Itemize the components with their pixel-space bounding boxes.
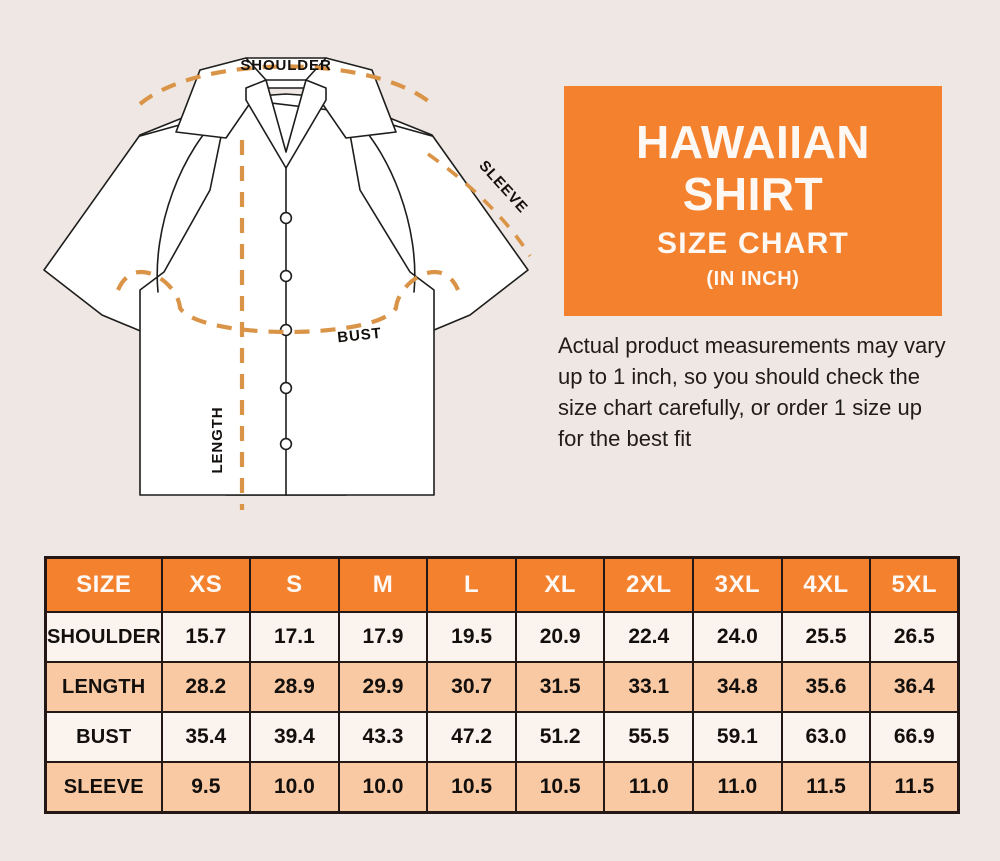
table-row: BUST 35.4 39.4 43.3 47.2 51.2 55.5 59.1 63.0 66.9 (44, 711, 960, 763)
title-line-hawaiian: HAWAIIAN (636, 116, 870, 168)
cell-shoulder-m: 17.9 (337, 611, 429, 663)
table-header-row: SIZE XS S M L XL 2XL 3XL 4XL 5XL (44, 556, 960, 613)
cell-length-3xl: 34.8 (692, 661, 783, 713)
length-label: LENGTH (209, 406, 226, 473)
sleeve-guide-dash (426, 152, 532, 257)
cell-sleeve-m: 10.0 (337, 761, 429, 814)
cell-sleeve-4xl: 11.5 (780, 761, 872, 814)
size-chart-table: SIZE XS S M L XL 2XL 3XL 4XL 5XL SHOULDER 15.7 17.1… (44, 556, 961, 814)
cell-length-2xl: 33.1 (603, 661, 695, 713)
cell-shoulder-3xl: 24.0 (692, 611, 783, 663)
header-cell-xs: XS (160, 556, 252, 613)
header-cell-m: M (337, 556, 429, 613)
cell-sleeve-3xl: 11.0 (692, 761, 783, 814)
header-cell-3xl: 3XL (692, 556, 783, 613)
cell-shoulder-xs: 15.7 (160, 611, 252, 663)
title-block: HAWAIIAN SHIRT SIZE CHART (IN INCH) (564, 86, 942, 316)
row-label-shoulder: SHOULDER (44, 611, 163, 663)
shirt-body-panel (139, 97, 435, 496)
cell-bust-xl: 51.2 (514, 711, 606, 763)
shirt-button (279, 211, 293, 225)
cell-length-l: 30.7 (426, 661, 517, 713)
title-unit: (IN INCH) (706, 268, 800, 290)
cell-sleeve-5xl: 11.5 (869, 761, 960, 814)
cell-sleeve-2xl: 11.0 (603, 761, 695, 814)
cell-length-xl: 31.5 (514, 661, 606, 713)
cell-bust-xs: 35.4 (160, 711, 252, 763)
table-row: SHOULDER 15.7 17.1 17.9 19.5 20.9 22.4 24.0 25.5… (44, 611, 960, 663)
cell-bust-l: 47.2 (426, 711, 517, 763)
cell-length-s: 28.9 (249, 661, 340, 713)
table-row: LENGTH 28.2 28.9 29.9 30.7 31.5 33.1 34.8 35.6 36… (44, 661, 960, 713)
cell-length-xs: 28.2 (160, 661, 252, 713)
neck-v-opening (245, 79, 327, 169)
bust-label: BUST (337, 325, 383, 347)
header-cell-xl: XL (514, 556, 606, 613)
cell-length-4xl: 35.6 (780, 661, 872, 713)
row-label-length: LENGTH (44, 661, 163, 713)
size-chart-table-wrap: SIZE XS S M L XL 2XL 3XL 4XL 5XL SHOULDER 15.7 17.1… (44, 556, 961, 814)
bust-guide-dash (116, 269, 460, 335)
cell-bust-m: 43.3 (337, 711, 429, 763)
cell-bust-2xl: 55.5 (603, 711, 695, 763)
title-line-shirt: SHIRT (682, 168, 824, 220)
cell-shoulder-4xl: 25.5 (780, 611, 872, 663)
cell-length-m: 29.9 (337, 661, 429, 713)
header-cell-2xl: 2XL (603, 556, 695, 613)
shirt-button (279, 269, 293, 283)
shirt-button (279, 437, 293, 451)
cell-sleeve-s: 10.0 (249, 761, 340, 814)
row-label-sleeve: SLEEVE (44, 761, 163, 814)
cell-bust-5xl: 66.9 (869, 711, 960, 763)
header-cell-5xl: 5XL (869, 556, 960, 613)
cell-bust-4xl: 63.0 (780, 711, 872, 763)
cell-shoulder-xl: 20.9 (514, 611, 606, 663)
row-label-bust: BUST (44, 711, 163, 763)
shoulder-label: SHOULDER (240, 57, 331, 74)
header-cell-size: SIZE (44, 556, 163, 613)
cell-shoulder-5xl: 26.5 (869, 611, 960, 663)
header-cell-s: S (249, 556, 340, 613)
cell-shoulder-l: 19.5 (426, 611, 517, 663)
cell-sleeve-xs: 9.5 (160, 761, 252, 814)
shirt-button (279, 381, 293, 395)
measurement-note: Actual product measurements may vary up … (558, 333, 946, 451)
header-cell-4xl: 4XL (780, 556, 872, 613)
cell-sleeve-l: 10.5 (426, 761, 517, 814)
cell-bust-s: 39.4 (249, 711, 340, 763)
table-row: SLEEVE 9.5 10.0 10.0 10.5 10.5 11.0 11.0 11.5 11.… (44, 761, 960, 814)
cell-shoulder-s: 17.1 (249, 611, 340, 663)
header-cell-l: L (426, 556, 517, 613)
cell-shoulder-2xl: 22.4 (603, 611, 695, 663)
cell-sleeve-xl: 10.5 (514, 761, 606, 814)
cell-bust-3xl: 59.1 (692, 711, 783, 763)
shirt-illustration: SHOULDER SLEEVE BUST LENGTH (30, 40, 550, 520)
shoulder-guide-dash (138, 64, 434, 106)
title-subtitle: SIZE CHART (657, 227, 849, 260)
cell-length-5xl: 36.4 (869, 661, 960, 713)
